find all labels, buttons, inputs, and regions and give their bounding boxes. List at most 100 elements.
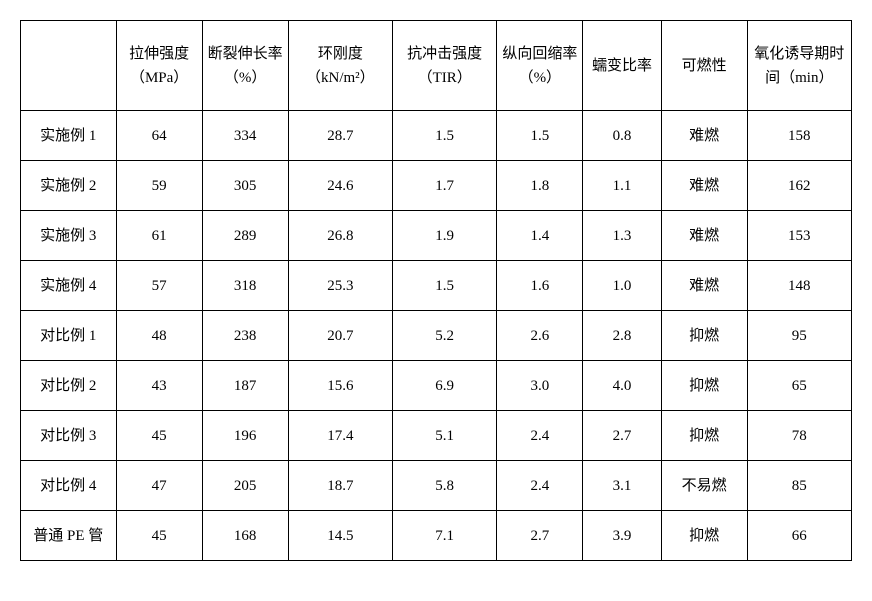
cell: 5.2 [393,311,497,361]
table-row: 对比例 3 45 196 17.4 5.1 2.4 2.7 抑燃 78 [21,411,852,461]
cell: 205 [202,461,288,511]
cell: 48 [116,311,202,361]
cell: 334 [202,111,288,161]
cell: 196 [202,411,288,461]
cell: 1.4 [497,211,583,261]
cell: 85 [747,461,851,511]
table-row: 实施例 1 64 334 28.7 1.5 1.5 0.8 难燃 158 [21,111,852,161]
cell: 318 [202,261,288,311]
row-label: 对比例 4 [21,461,117,511]
cell: 14.5 [288,511,392,561]
row-label: 普通 PE 管 [21,511,117,561]
header-shrinkage: 纵向回缩率（%） [497,21,583,111]
cell: 2.4 [497,411,583,461]
cell: 难燃 [661,211,747,261]
row-label: 实施例 2 [21,161,117,211]
data-table: 拉伸强度（MPa） 断裂伸长率（%） 环刚度（kN/m²） 抗冲击强度（TIR）… [20,20,852,561]
cell: 1.5 [393,111,497,161]
cell: 1.8 [497,161,583,211]
cell: 59 [116,161,202,211]
cell: 45 [116,511,202,561]
cell: 3.1 [583,461,661,511]
cell: 45 [116,411,202,461]
cell: 1.5 [393,261,497,311]
cell: 2.7 [497,511,583,561]
row-label: 实施例 3 [21,211,117,261]
table-body: 实施例 1 64 334 28.7 1.5 1.5 0.8 难燃 158 实施例… [21,111,852,561]
table-row: 实施例 2 59 305 24.6 1.7 1.8 1.1 难燃 162 [21,161,852,211]
cell: 7.1 [393,511,497,561]
header-oit: 氧化诱导期时间（min） [747,21,851,111]
table-row: 实施例 4 57 318 25.3 1.5 1.6 1.0 难燃 148 [21,261,852,311]
header-elongation: 断裂伸长率（%） [202,21,288,111]
cell: 26.8 [288,211,392,261]
cell: 不易燃 [661,461,747,511]
cell: 66 [747,511,851,561]
cell: 5.8 [393,461,497,511]
cell: 20.7 [288,311,392,361]
header-flammability: 可燃性 [661,21,747,111]
cell: 2.6 [497,311,583,361]
cell: 4.0 [583,361,661,411]
cell: 57 [116,261,202,311]
cell: 168 [202,511,288,561]
row-label: 对比例 2 [21,361,117,411]
cell: 18.7 [288,461,392,511]
cell: 0.8 [583,111,661,161]
cell: 47 [116,461,202,511]
row-label: 对比例 1 [21,311,117,361]
cell: 187 [202,361,288,411]
cell: 148 [747,261,851,311]
cell: 1.6 [497,261,583,311]
table-row: 实施例 3 61 289 26.8 1.9 1.4 1.3 难燃 153 [21,211,852,261]
cell: 抑燃 [661,411,747,461]
cell: 3.9 [583,511,661,561]
cell: 24.6 [288,161,392,211]
cell: 95 [747,311,851,361]
cell: 65 [747,361,851,411]
cell: 1.1 [583,161,661,211]
cell: 238 [202,311,288,361]
row-label: 对比例 3 [21,411,117,461]
cell: 1.3 [583,211,661,261]
row-label: 实施例 4 [21,261,117,311]
table-row: 普通 PE 管 45 168 14.5 7.1 2.7 3.9 抑燃 66 [21,511,852,561]
cell: 158 [747,111,851,161]
cell: 难燃 [661,111,747,161]
table-row: 对比例 1 48 238 20.7 5.2 2.6 2.8 抑燃 95 [21,311,852,361]
cell: 3.0 [497,361,583,411]
cell: 15.6 [288,361,392,411]
cell: 17.4 [288,411,392,461]
cell: 25.3 [288,261,392,311]
cell: 难燃 [661,261,747,311]
cell: 2.7 [583,411,661,461]
cell: 1.5 [497,111,583,161]
cell: 抑燃 [661,311,747,361]
cell: 153 [747,211,851,261]
header-ring-stiffness: 环刚度（kN/m²） [288,21,392,111]
header-impact: 抗冲击强度（TIR） [393,21,497,111]
row-label: 实施例 1 [21,111,117,161]
cell: 2.8 [583,311,661,361]
cell: 抑燃 [661,511,747,561]
cell: 28.7 [288,111,392,161]
cell: 抑燃 [661,361,747,411]
table-header-row: 拉伸强度（MPa） 断裂伸长率（%） 环刚度（kN/m²） 抗冲击强度（TIR）… [21,21,852,111]
cell: 64 [116,111,202,161]
cell: 305 [202,161,288,211]
table-row: 对比例 2 43 187 15.6 6.9 3.0 4.0 抑燃 65 [21,361,852,411]
cell: 289 [202,211,288,261]
cell: 5.1 [393,411,497,461]
cell: 78 [747,411,851,461]
cell: 43 [116,361,202,411]
cell: 61 [116,211,202,261]
header-creep: 蠕变比率 [583,21,661,111]
header-empty [21,21,117,111]
header-tensile-strength: 拉伸强度（MPa） [116,21,202,111]
cell: 难燃 [661,161,747,211]
cell: 162 [747,161,851,211]
cell: 1.7 [393,161,497,211]
cell: 2.4 [497,461,583,511]
cell: 6.9 [393,361,497,411]
cell: 1.9 [393,211,497,261]
